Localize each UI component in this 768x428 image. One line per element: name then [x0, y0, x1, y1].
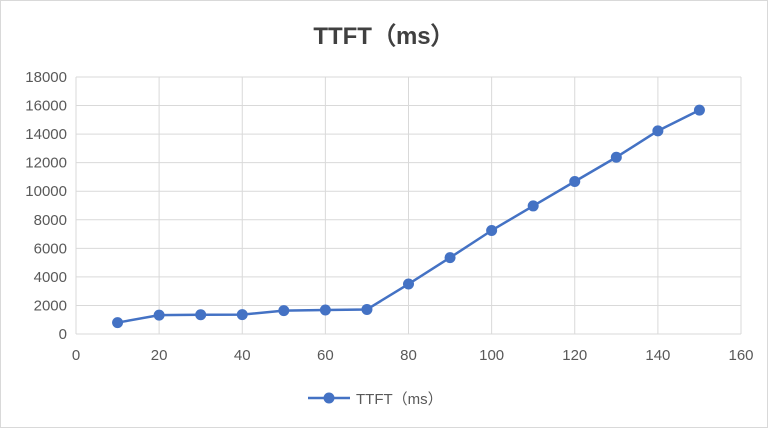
series-layer	[112, 104, 705, 329]
data-point	[361, 303, 373, 315]
chart-title: TTFT（ms）	[313, 23, 455, 50]
y-axis-tick-labels: 0 2000 4000 6000 8000 10000 12000 14000 16000 180…	[25, 69, 67, 343]
y-tick-label: 18000	[25, 69, 67, 86]
data-point	[527, 200, 539, 212]
data-point	[195, 309, 207, 321]
x-tick-label: 40	[234, 347, 251, 364]
data-point	[486, 224, 498, 236]
y-tick-label: 12000	[25, 155, 67, 172]
x-axis-tick-labels: 0 20 40 60 80 100 120 140 160	[72, 347, 754, 364]
x-tick-label: 160	[728, 347, 753, 364]
x-tick-label: 100	[479, 347, 504, 364]
x-tick-label: 60	[317, 347, 334, 364]
data-point	[236, 309, 248, 321]
data-point	[652, 125, 664, 137]
legend-label: TTFT（ms）	[356, 391, 443, 408]
data-point	[569, 176, 581, 188]
grid-lines	[75, 76, 742, 335]
x-tick-label: 0	[72, 347, 80, 364]
y-tick-label: 4000	[34, 269, 67, 286]
x-tick-label: 80	[400, 347, 417, 364]
y-tick-label: 0	[59, 326, 67, 343]
legend-point-marker	[323, 392, 335, 404]
x-tick-label: 120	[562, 347, 587, 364]
x-tick-label: 20	[151, 347, 168, 364]
data-point	[444, 252, 456, 264]
data-point	[319, 304, 331, 316]
data-point	[278, 305, 290, 317]
data-point	[112, 317, 124, 329]
y-tick-label: 14000	[25, 126, 67, 143]
data-point	[693, 104, 705, 116]
y-tick-label: 6000	[34, 240, 67, 257]
y-tick-label: 8000	[34, 212, 67, 229]
y-tick-label: 10000	[25, 183, 67, 200]
data-point	[153, 309, 165, 321]
y-tick-label: 2000	[34, 297, 67, 314]
x-tick-label: 140	[645, 347, 670, 364]
y-tick-label: 16000	[25, 98, 67, 115]
legend: TTFT（ms）	[308, 391, 443, 408]
data-point	[403, 278, 414, 290]
data-point	[610, 151, 622, 163]
